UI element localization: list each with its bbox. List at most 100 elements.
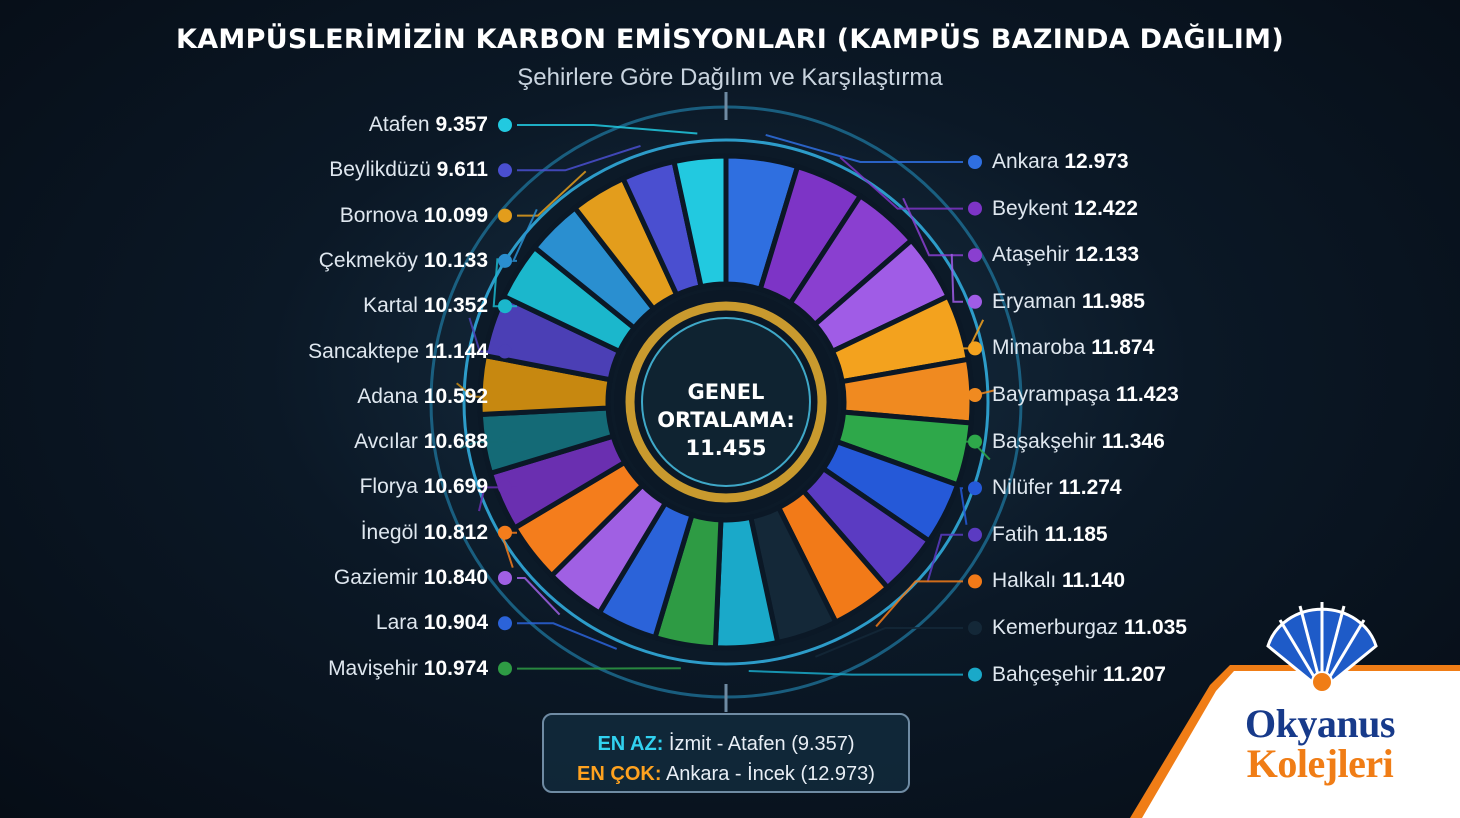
slice-label-value: 11.874 <box>1091 336 1155 360</box>
leader-line-14 <box>517 577 561 616</box>
slice-label-name: Atafen <box>368 113 436 136</box>
slice-label-value: 10.812 <box>423 520 488 544</box>
slice-label-16: Florya 10.699 <box>360 473 488 501</box>
slice-label-name: Kartal <box>363 294 424 318</box>
slice-label-6: Başakşehir 11.346 <box>992 428 1165 456</box>
slice-label-value: 9.611 <box>436 158 488 182</box>
leader-line-24 <box>517 124 698 135</box>
leader-line-3 <box>950 253 963 303</box>
label-dot-20 <box>498 299 512 314</box>
slice-label-value: 10.840 <box>423 566 488 589</box>
label-dot-10 <box>968 621 982 635</box>
slice-label-0: Ankara 12.973 <box>992 148 1129 176</box>
leader-lines <box>456 118 996 682</box>
slice-label-5: Bayrampaşa 11.423 <box>992 381 1179 409</box>
slice-label-name: Sancaktepe <box>308 339 425 363</box>
slice-label-19: Sancaktepe 11.144 <box>308 338 488 366</box>
slice-label-12: Mavişehir 10.974 <box>328 655 488 683</box>
label-dot-17 <box>498 435 512 450</box>
slice-label-4: Mimaroba 11.874 <box>992 334 1154 362</box>
average-label-line2: ORTALAMA: <box>657 408 795 432</box>
center-hub <box>614 290 838 514</box>
leader-line-9 <box>875 580 963 628</box>
label-dot-22 <box>498 208 512 223</box>
hub-gold-ring <box>625 301 827 503</box>
leader-line-22 <box>517 170 587 217</box>
slice-label-value: 11.207 <box>1102 662 1166 686</box>
slice-label-value: 10.974 <box>423 656 488 680</box>
slice-label-13: Lara 10.904 <box>376 609 488 637</box>
leader-line-8 <box>926 533 963 582</box>
slice-label-17: Avcılar 10.688 <box>354 428 488 456</box>
slice-label-value: 10.352 <box>423 294 488 318</box>
slice-label-18: Adana 10.592 <box>357 383 488 411</box>
slice-label-name: Fatih <box>992 522 1045 546</box>
label-dot-3 <box>968 294 982 309</box>
slice-label-name: Başakşehir <box>992 429 1102 453</box>
label-dot-21 <box>498 253 512 268</box>
label-dot-19 <box>498 344 512 359</box>
chart-subtitle: Şehirlere Göre Dağılım ve Karşılaştırma <box>517 64 943 91</box>
label-dot-4 <box>968 341 982 356</box>
slice-label-14: Gaziemir 10.840 <box>334 564 488 592</box>
slice-label-value: 10.099 <box>423 203 488 227</box>
average-value: 11.455 <box>685 436 767 460</box>
chart-title: KAMPÜSLERİMİZİN KARBON EMİSYONLARI (KAMP… <box>176 24 1284 55</box>
label-dot-14 <box>498 571 512 585</box>
slice-label-name: Ataşehir <box>992 243 1075 267</box>
slice-label-value: 12.133 <box>1074 243 1140 267</box>
slice-label-1: Beykent 12.422 <box>992 195 1138 223</box>
slice-label-value: 11.185 <box>1044 522 1108 546</box>
slice-label-value: 11.985 <box>1081 289 1145 313</box>
label-dot-7 <box>968 481 982 496</box>
label-dot-23 <box>498 163 512 178</box>
label-dot-2 <box>968 248 982 263</box>
slice-label-7: Nilüfer 11.274 <box>992 474 1122 502</box>
slice-label-22: Bornova 10.099 <box>340 202 488 230</box>
summary-box: EN AZ: İzmit - Atafen (9.357) EN ÇOK: An… <box>542 713 910 793</box>
slice-label-name: Ankara <box>992 150 1065 173</box>
average-badge: GENEL ORTALAMA: 11.455 <box>626 378 826 462</box>
slice-label-value: 10.699 <box>423 475 488 499</box>
slice-label-21: Çekmeköy 10.133 <box>319 247 488 275</box>
slice-label-name: Mimaroba <box>992 336 1092 360</box>
leader-line-1 <box>839 156 963 210</box>
summary-min: EN AZ: İzmit - Atafen (9.357) <box>544 729 908 759</box>
slice-label-15: İnegöl 10.812 <box>361 519 488 547</box>
slice-label-name: Lara <box>375 611 424 635</box>
slice-label-name: Bornova <box>339 203 424 227</box>
leader-line-10 <box>814 627 963 658</box>
slice-label-11: Bahçeşehir 11.207 <box>992 661 1166 689</box>
slice-label-value: 11.346 <box>1101 429 1165 453</box>
slice-label-10: Kemerburgaz 11.035 <box>992 614 1187 642</box>
slice-label-8: Fatih 11.185 <box>992 521 1108 549</box>
logo-text-kolejleri: Kolejleri <box>1246 741 1394 786</box>
slice-label-name: Bayrampaşa <box>992 383 1116 406</box>
slice-label-24: Atafen 9.357 <box>369 111 488 139</box>
slice-label-value: 11.144 <box>424 339 488 363</box>
summary-min-key: EN AZ: <box>597 733 664 755</box>
slice-label-3: Eryaman 11.985 <box>992 288 1145 316</box>
pie-slice-24 <box>671 153 729 290</box>
slice-label-20: Kartal 10.352 <box>363 292 488 320</box>
label-dot-13 <box>498 616 512 631</box>
slice-label-name: Halkalı <box>992 569 1063 593</box>
label-dot-24 <box>498 118 512 132</box>
slice-label-name: Beylikdüzü <box>329 158 437 182</box>
label-dot-0 <box>968 155 982 169</box>
slice-label-value: 10.688 <box>423 430 488 454</box>
slice-label-name: Nilüfer <box>992 476 1059 500</box>
slice-label-value: 11.274 <box>1058 476 1122 500</box>
logo-text-okyanus: Okyanus <box>1245 701 1395 746</box>
label-dot-8 <box>968 527 982 542</box>
leader-line-11 <box>748 670 963 676</box>
label-dot-15 <box>498 525 512 540</box>
slice-label-name: Adana <box>357 384 424 408</box>
leader-line-7 <box>959 487 968 525</box>
slice-label-name: Kemerburgaz <box>992 616 1124 639</box>
summary-min-text: İzmit - Atafen (9.357) <box>668 733 855 755</box>
label-dot-16 <box>498 480 512 495</box>
slice-label-name: Gaziemir <box>333 566 424 589</box>
slice-label-name: İnegöl <box>360 520 424 544</box>
